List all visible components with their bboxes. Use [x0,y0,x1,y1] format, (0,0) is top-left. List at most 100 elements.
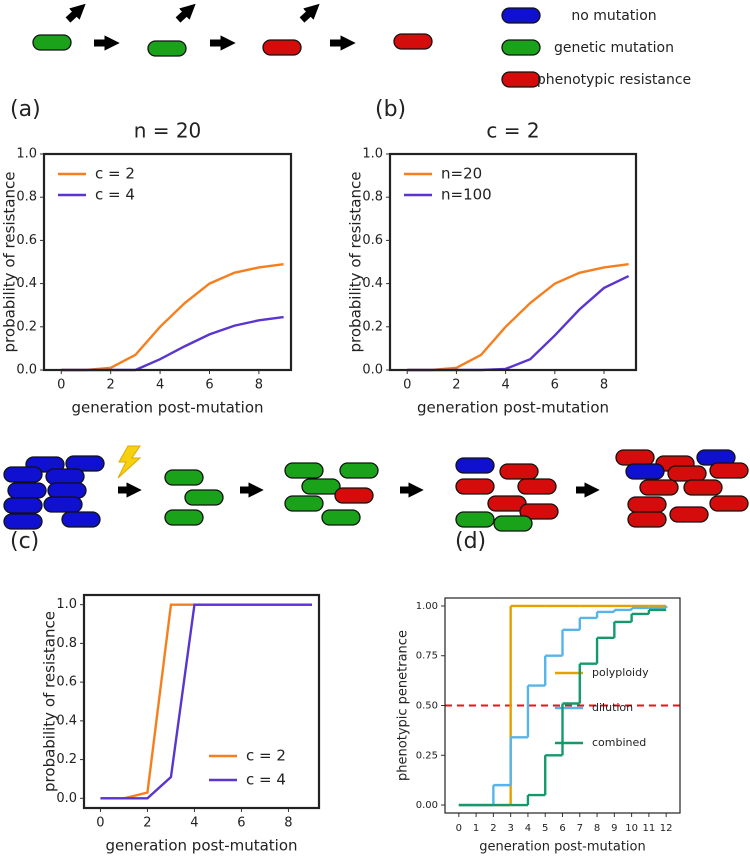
x-tick-label: 3 [507,823,513,834]
series-line [61,315,284,372]
cell [455,478,495,495]
cell [627,496,667,513]
x-axis-label: generation post-mutation [417,399,609,417]
y-tick-label: 0.0 [56,791,77,806]
y-tick-label: 0.25 [416,750,438,761]
x-tick-label: 9 [611,823,617,834]
cell [301,478,341,495]
x-tick-label: 4 [525,823,531,834]
arrow [175,3,196,23]
legend-label: dilution [592,701,633,714]
arrow [299,3,320,23]
legend-label: n=100 [441,186,492,204]
chart: (c) 0.0 0.2 0.4 0.6 0.8 1.0 0 2 4 6 8 generation pos… [10,529,321,855]
lightning [117,445,142,479]
x-tick-label: 6 [559,823,565,834]
cell [45,468,85,485]
x-tick-label: 11 [643,823,656,834]
series-line [100,603,312,800]
y-tick-label: 0.4 [56,713,77,728]
cell [709,495,749,512]
cell [47,482,87,499]
cell [501,39,541,56]
cell [321,509,361,526]
x-axis-label: generation post-mutation [479,840,645,855]
plot-frame [444,597,681,814]
cell [499,463,539,480]
cell [334,487,374,504]
chart: (d)0.000.250.500.751.000 1 2 3 4 5 6 7 8 9 10 11 12g… [396,529,681,855]
x-tick-label: 2 [490,823,496,834]
cell [517,478,557,495]
cell [393,33,433,50]
cell [284,462,324,479]
plot-frame [388,152,638,372]
cell [184,489,224,506]
x-axis-label: generation post-mutation [71,399,263,417]
y-tick-label: 0.2 [362,319,383,334]
x-tick-label: 1 [473,823,479,834]
chart-title: n = 20 [134,119,202,143]
y-tick-label: 1.0 [362,147,383,162]
cell [7,482,47,499]
y-tick-label: 0.0 [16,363,37,378]
cell [519,503,559,520]
series-line [100,603,312,800]
x-tick-label: 2 [143,816,151,831]
cell [493,515,533,532]
x-tick-label: 0 [96,816,104,831]
cell [3,466,43,483]
y-tick-label: 0.75 [416,651,438,662]
y-tick-label: 0.6 [56,675,77,690]
y-axis-label: probability of resistance [1,172,19,353]
x-tick-label: 0 [57,378,65,393]
x-tick-label: 6 [205,378,213,393]
x-tick-label: 8 [594,823,600,834]
cell [262,39,302,56]
y-tick-label: 0.8 [16,190,37,205]
x-tick-label: 2 [452,378,460,393]
cell [455,511,495,528]
legend-label: genetic mutation [554,40,674,56]
y-tick-label: 0.6 [362,233,383,248]
cell [3,497,43,514]
plot-frame [42,152,293,372]
x-tick-label: 5 [542,823,548,834]
x-axis-label: generation post-mutation [105,837,297,855]
x-tick-label: 4 [501,378,509,393]
x-tick-label: 7 [577,823,583,834]
cell [639,479,679,496]
cell [3,513,43,530]
legend-label: combined [592,736,646,749]
cell [339,462,379,479]
x-tick-label: 8 [284,816,292,831]
y-tick-label: 0.0 [362,363,383,378]
y-axis-label: probability of resistance [41,611,59,792]
cell [164,509,204,526]
chart: (a) n = 20 0.0 0.2 0.4 0.6 0.8 1.0 0 2 4 6 8 generati… [1,97,293,417]
legend-label: n=20 [441,165,482,183]
cell [455,457,495,474]
panel-label: (d) [455,529,486,554]
y-tick-label: 0.00 [416,800,438,811]
panel-label: (a) [10,97,41,122]
legend-label: c = 4 [95,186,135,204]
y-tick-label: 0.4 [362,276,383,291]
x-tick-label: 4 [190,816,198,831]
panel-label: (c) [10,529,39,554]
cell [43,496,83,513]
y-axis-label: phenotypic penetrance [396,630,411,781]
legend-label: phenotypic resistance [537,72,691,88]
y-tick-label: 1.00 [416,601,438,612]
x-tick-label: 0 [456,823,462,834]
cell [615,449,655,466]
x-tick-label: 12 [660,823,673,834]
x-tick-label: 8 [255,378,263,393]
x-tick-label: 8 [600,378,608,393]
legend-label: c = 4 [246,771,286,789]
cell [65,455,105,472]
x-tick-label: 10 [625,823,638,834]
panel-label: (b) [375,97,406,122]
y-tick-label: 0.50 [416,701,438,712]
cell [284,495,324,512]
